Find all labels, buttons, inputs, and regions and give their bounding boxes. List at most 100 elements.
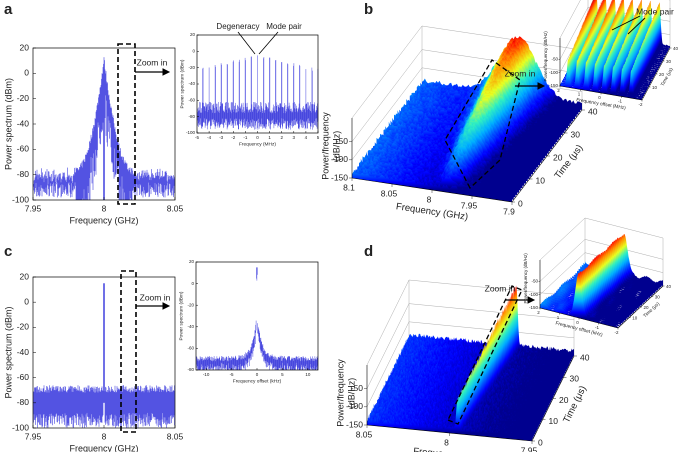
z-axis-label: Power/frequency xyxy=(320,112,330,180)
grid-line xyxy=(559,7,589,60)
x-tick-label: -2 xyxy=(638,102,642,107)
spectrum-trace xyxy=(33,283,175,428)
annotation-arrow xyxy=(237,31,256,55)
zoom-box xyxy=(117,43,136,205)
arrow-head xyxy=(162,302,171,310)
annotation-arrow xyxy=(627,17,646,35)
z-axis-label: Power/frequency xyxy=(335,359,345,427)
x-tick-label: -3 xyxy=(219,135,223,140)
y-tick-label: 10 xyxy=(549,416,559,426)
surface-slice xyxy=(403,297,569,367)
arrow-head xyxy=(162,68,171,76)
x-tick-label: 3 xyxy=(293,135,296,140)
x-axis-label: Frequency offset (kHz) xyxy=(233,378,282,384)
z-tick-label: -100 xyxy=(549,70,559,75)
x-tick-label: 0 xyxy=(576,320,579,325)
arrow-head xyxy=(527,296,536,304)
y-tick-label: 20 xyxy=(644,305,650,310)
y-tick-label: -20 xyxy=(17,322,30,332)
x-tick-label: 4 xyxy=(305,135,308,140)
x-tick-label: -1 xyxy=(595,325,599,330)
spectrum-trace xyxy=(197,55,319,130)
zoom-box xyxy=(447,285,523,425)
x-axis-label: Frequency (GHz) xyxy=(395,201,469,223)
y-tick-label: -40 xyxy=(188,81,195,86)
panel-label: b xyxy=(364,1,373,18)
y-tick-label: 0 xyxy=(192,49,195,54)
y-tick-label: 0 xyxy=(518,198,523,208)
y-axis-label: Power spectrum (dBm) xyxy=(179,59,185,108)
z-tick-label: -100 xyxy=(331,154,348,164)
panel-label: c xyxy=(4,243,12,260)
x-tick-label: 7.95 xyxy=(25,203,42,213)
y-tick-label: 30 xyxy=(655,295,661,300)
y-axis-label: Power spectrum (dBm) xyxy=(3,306,13,398)
y-tick-label: 40 xyxy=(666,284,672,289)
y-tick-label: -40 xyxy=(17,347,30,357)
y-tick-label: 10 xyxy=(632,316,638,321)
x-tick-label: 0 xyxy=(256,135,259,140)
grid-line xyxy=(408,303,575,320)
y-tick-label: 30 xyxy=(666,59,672,64)
surface-slice xyxy=(400,306,566,373)
annotation: Mode pair xyxy=(636,6,674,16)
surface-slice xyxy=(392,329,558,390)
y-tick-label: 20 xyxy=(659,72,665,77)
x-axis-label: Frequency (GHz) xyxy=(69,215,138,225)
z-tick-label: -50 xyxy=(351,383,364,393)
y-tick-label: 10 xyxy=(652,85,658,90)
z-tick-label: -50 xyxy=(531,279,538,284)
y-tick-label: -20 xyxy=(187,302,194,307)
x-tick-label: -10 xyxy=(203,372,210,377)
x-tick-label: 2 xyxy=(537,310,540,315)
zoom-label: Zoom in xyxy=(137,57,168,67)
z-tick-label: -150 xyxy=(529,305,539,310)
x-tick-label: -1 xyxy=(243,135,247,140)
y-axis-label: Power spectrum (dBm) xyxy=(178,291,184,340)
back-edge xyxy=(584,217,664,239)
x-axis-label: Frequency (GHz) xyxy=(413,446,487,452)
x-tick-label: 0 xyxy=(256,372,259,377)
surface-slice xyxy=(367,397,532,441)
y-tick-label: -100 xyxy=(12,194,29,204)
z-tick-label: -100 xyxy=(346,401,363,411)
y-tick-label: -20 xyxy=(17,93,30,103)
surface-slice xyxy=(394,322,560,385)
surface-slice xyxy=(407,286,573,360)
surface-slice xyxy=(352,171,512,202)
spectrum-trace xyxy=(33,57,175,200)
x-tick-label: 8.05 xyxy=(356,429,373,439)
annotation: Mode pair xyxy=(266,22,302,31)
y-tick-label: -60 xyxy=(17,144,30,154)
annotation-arrow xyxy=(258,31,279,55)
surface-slice xyxy=(540,273,618,328)
surface-slice xyxy=(560,58,642,100)
y-tick-label: 30 xyxy=(571,129,581,139)
y-tick-label: 20 xyxy=(20,42,30,52)
y-tick-label: 10 xyxy=(536,175,546,185)
y-tick-label: 0 xyxy=(538,437,543,447)
y-tick-label: -80 xyxy=(17,397,30,407)
surface-slice xyxy=(396,318,562,382)
back-edge xyxy=(366,279,410,366)
z-tick-label: -150 xyxy=(346,419,363,429)
zoom-label: Zoom in xyxy=(140,292,171,302)
back-edge xyxy=(351,25,423,119)
x-tick-label: 0 xyxy=(598,95,601,100)
x-tick-label: 1 xyxy=(268,135,271,140)
z-axis-label: Power/frequency (dB/Hz) xyxy=(523,253,528,304)
y-tick-label: -40 xyxy=(187,324,194,329)
z-axis-label: Power/frequency (dB/Hz) xyxy=(543,31,548,82)
y-tick-label: 20 xyxy=(190,32,196,37)
surface-slice xyxy=(406,292,572,362)
x-tick-label: 7.95 xyxy=(461,200,478,210)
back-edge xyxy=(539,217,586,261)
x-tick-label: -5 xyxy=(230,372,234,377)
z-axis-label: (dB/Hz) xyxy=(331,131,341,162)
y-tick-label: 20 xyxy=(553,152,563,162)
panel-label: a xyxy=(4,1,13,18)
y-tick-label: 20 xyxy=(559,395,569,405)
x-axis-label: Frequency (MHz) xyxy=(239,141,276,147)
